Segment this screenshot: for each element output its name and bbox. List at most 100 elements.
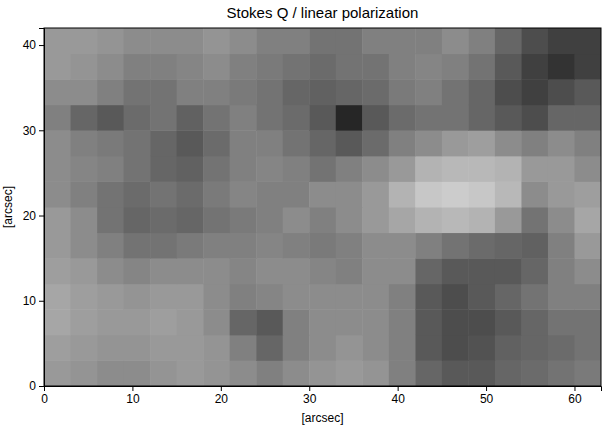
cell (495, 284, 522, 310)
cell (415, 284, 442, 310)
cell (548, 207, 575, 233)
cell (71, 130, 98, 156)
cell (150, 360, 177, 386)
cell (468, 335, 495, 361)
cell (362, 28, 389, 54)
cell (415, 105, 442, 131)
cell (256, 360, 283, 386)
cell (548, 309, 575, 335)
cell (256, 335, 283, 361)
y-tick: 10 (23, 294, 44, 308)
cell (71, 284, 98, 310)
cell (124, 130, 151, 156)
cell (389, 156, 416, 182)
cell (389, 54, 416, 80)
x-tick-label: 30 (303, 392, 317, 406)
cell (97, 233, 124, 259)
x-tick-label: 0 (41, 392, 48, 406)
cell (97, 181, 124, 207)
cell (442, 360, 469, 386)
cell (97, 130, 124, 156)
cell (574, 233, 601, 259)
cell (521, 156, 548, 182)
cell (283, 130, 310, 156)
cell (44, 284, 71, 310)
cell (574, 181, 601, 207)
cell (124, 335, 151, 361)
cell (203, 207, 230, 233)
cell (468, 309, 495, 335)
cell (309, 309, 336, 335)
cell (203, 181, 230, 207)
cell (283, 79, 310, 105)
cell (44, 28, 71, 54)
cell (97, 54, 124, 80)
cell (336, 258, 363, 284)
cell (336, 309, 363, 335)
cell (44, 309, 71, 335)
cell (336, 54, 363, 80)
cell (468, 284, 495, 310)
cell (548, 335, 575, 361)
cell (203, 335, 230, 361)
cell (521, 105, 548, 131)
y-tick: 40 (23, 38, 44, 52)
cell (362, 156, 389, 182)
y-tick-label: 10 (23, 294, 37, 308)
cell (495, 79, 522, 105)
cell (336, 207, 363, 233)
cell (362, 207, 389, 233)
cell (336, 233, 363, 259)
cell (283, 360, 310, 386)
cell (574, 28, 601, 54)
cell (203, 309, 230, 335)
cell (177, 105, 204, 131)
cell (415, 335, 442, 361)
cell (230, 207, 257, 233)
cell (574, 309, 601, 335)
y-axis: 010203040 (23, 29, 45, 394)
cell (71, 54, 98, 80)
cell (203, 28, 230, 54)
x-axis-line (45, 387, 602, 392)
x-tick-label: 40 (391, 392, 405, 406)
x-tick: 60 (568, 386, 582, 406)
cell (150, 335, 177, 361)
cell (309, 105, 336, 131)
cell (71, 79, 98, 105)
cell (97, 284, 124, 310)
cell (230, 105, 257, 131)
cell (124, 79, 151, 105)
cell (415, 54, 442, 80)
cell (203, 105, 230, 131)
cell (362, 54, 389, 80)
cell (442, 335, 469, 361)
y-axis-title: [arcsec] (1, 186, 15, 228)
cell (177, 284, 204, 310)
cell (71, 156, 98, 182)
cell (548, 284, 575, 310)
cell (230, 181, 257, 207)
cell (256, 130, 283, 156)
cell (574, 105, 601, 131)
cell (521, 79, 548, 105)
cell (336, 130, 363, 156)
cell (336, 28, 363, 54)
cell (44, 360, 71, 386)
cell (309, 54, 336, 80)
cell (389, 105, 416, 131)
x-tick-label: 10 (126, 392, 140, 406)
cell (548, 130, 575, 156)
cell (362, 284, 389, 310)
cell (521, 309, 548, 335)
cell (442, 181, 469, 207)
cell (283, 309, 310, 335)
cell (97, 360, 124, 386)
cell (230, 79, 257, 105)
x-tick: 10 (126, 386, 140, 406)
cell (389, 130, 416, 156)
cell (442, 233, 469, 259)
cell (574, 156, 601, 182)
cell (256, 79, 283, 105)
cell (44, 130, 71, 156)
